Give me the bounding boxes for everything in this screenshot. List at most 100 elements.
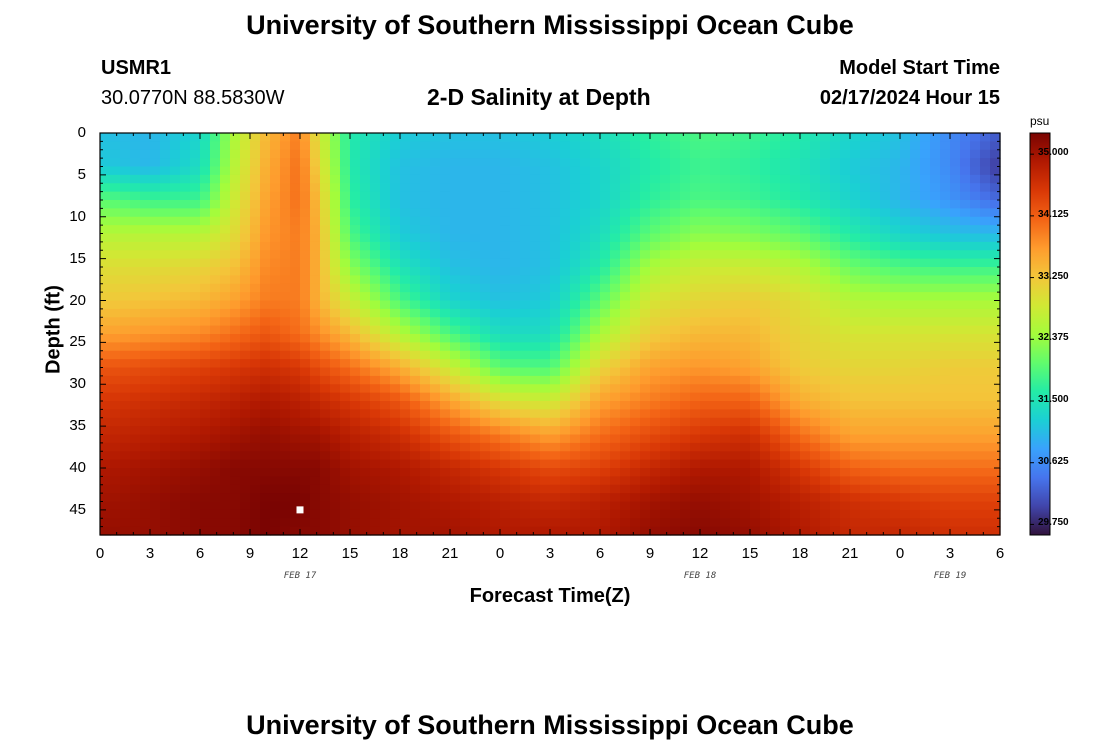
heatmap-cell	[760, 258, 771, 268]
heatmap-cell	[870, 476, 881, 486]
heatmap-cell	[570, 518, 581, 528]
heatmap-cell	[870, 442, 881, 452]
heatmap-cell	[510, 518, 521, 528]
heatmap-cell	[100, 392, 111, 402]
heatmap-cell	[880, 208, 891, 218]
heatmap-cell	[770, 216, 781, 226]
heatmap-cell	[360, 484, 371, 494]
heatmap-cell	[400, 468, 411, 477]
heatmap-cell	[530, 409, 541, 419]
heatmap-cell	[820, 166, 831, 176]
heatmap-cell	[940, 275, 951, 285]
heatmap-cell	[280, 191, 291, 201]
heatmap-cell	[140, 300, 151, 310]
heatmap-cell	[510, 476, 521, 486]
heatmap-cell	[590, 375, 601, 385]
heatmap-cell	[370, 468, 381, 477]
heatmap-cell	[360, 375, 371, 385]
heatmap-cell	[800, 526, 811, 536]
heatmap-cell	[670, 518, 681, 528]
heatmap-cell	[750, 451, 761, 461]
heatmap-cell	[360, 409, 371, 419]
heatmap-cell	[860, 158, 871, 168]
heatmap-cell	[880, 308, 891, 318]
heatmap-cell	[630, 308, 641, 318]
heatmap-cell	[320, 325, 331, 335]
heatmap-cell	[510, 367, 521, 377]
heatmap-cell	[320, 493, 331, 503]
heatmap-cell	[340, 300, 351, 310]
heatmap-cell	[150, 241, 161, 251]
heatmap-cell	[800, 350, 811, 360]
heatmap-cell	[470, 183, 481, 193]
heatmap-cell	[100, 166, 111, 176]
heatmap-cell	[360, 451, 371, 461]
heatmap-cell	[510, 317, 521, 327]
heatmap-cell	[410, 518, 421, 528]
heatmap-cell	[990, 442, 1001, 452]
heatmap-cell	[360, 325, 371, 335]
heatmap-cell	[130, 183, 141, 193]
heatmap-cell	[480, 325, 491, 335]
heatmap-cell	[400, 342, 411, 352]
heatmap-cell	[670, 283, 681, 293]
heatmap-cell	[720, 317, 731, 327]
heatmap-cell	[970, 267, 981, 276]
heatmap-cell	[250, 166, 261, 176]
heatmap-cell	[150, 367, 161, 377]
heatmap-cell	[900, 250, 911, 260]
heatmap-cell	[720, 384, 731, 394]
heatmap-cell	[300, 509, 311, 519]
heatmap-cell	[920, 149, 931, 159]
heatmap-cell	[970, 518, 981, 528]
heatmap-cell	[300, 283, 311, 293]
heatmap-cell	[700, 417, 711, 427]
heatmap-cell	[210, 509, 221, 519]
heatmap-cell	[750, 191, 761, 201]
heatmap-cell	[180, 216, 191, 226]
heatmap-cell	[830, 518, 841, 528]
heatmap-cell	[650, 300, 661, 310]
heatmap-cell	[790, 258, 801, 268]
heatmap-cell	[570, 468, 581, 477]
heatmap-cell	[800, 225, 811, 235]
heatmap-cell	[360, 141, 371, 151]
heatmap-cell	[710, 359, 721, 369]
heatmap-cell	[310, 476, 321, 486]
heatmap-cell	[640, 476, 651, 486]
heatmap-cell	[530, 267, 541, 276]
heatmap-cell	[810, 417, 821, 427]
heatmap-cell	[220, 518, 231, 528]
heatmap-cell	[790, 233, 801, 243]
heatmap-cell	[520, 250, 531, 260]
heatmap-cell	[720, 133, 731, 142]
heatmap-cell	[440, 158, 451, 168]
heatmap-cell	[550, 434, 561, 444]
heatmap-cell	[730, 493, 741, 503]
heatmap-cell	[310, 317, 321, 327]
heatmap-cell	[950, 526, 961, 536]
heatmap-cell	[690, 350, 701, 360]
heatmap-cell	[450, 267, 461, 276]
heatmap-cell	[970, 283, 981, 293]
heatmap-cell	[140, 317, 151, 327]
heatmap-cell	[850, 451, 861, 461]
heatmap-cell	[980, 166, 991, 176]
heatmap-cell	[180, 459, 191, 469]
heatmap-cell	[110, 417, 121, 427]
heatmap-cell	[990, 166, 1001, 176]
heatmap-cell	[650, 518, 661, 528]
heatmap-cell	[130, 342, 141, 352]
heatmap-cell	[330, 308, 341, 318]
heatmap-cell	[690, 308, 701, 318]
heatmap-cell	[880, 476, 891, 486]
heatmap-cell	[980, 283, 991, 293]
heatmap-cell	[110, 468, 121, 477]
heatmap-cell	[680, 509, 691, 519]
heatmap-cell	[110, 375, 121, 385]
heatmap-cell	[550, 401, 561, 410]
heatmap-cell	[800, 359, 811, 369]
heatmap-cell	[590, 250, 601, 260]
heatmap-cell	[650, 166, 661, 176]
colorbar-unit: psu	[1030, 114, 1050, 128]
